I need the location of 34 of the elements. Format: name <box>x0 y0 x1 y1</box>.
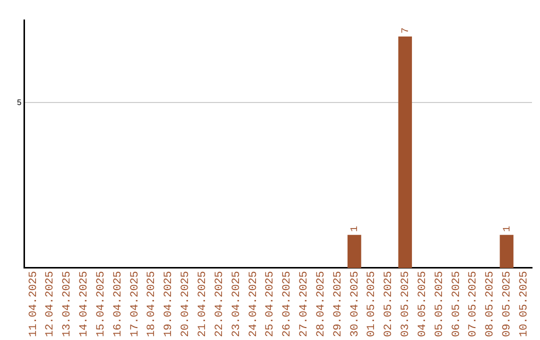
data-label: 1 <box>502 226 514 232</box>
x-tick-label: 18.04.2025 <box>146 270 158 338</box>
x-tick-label: 08.05.2025 <box>484 270 497 338</box>
x-tick-label: 01.05.2025 <box>366 270 378 338</box>
x-tick-label: 09.05.2025 <box>502 270 514 338</box>
x-tick-label: 03.05.2025 <box>400 270 412 338</box>
x-tick-label: 17.04.2025 <box>129 270 142 338</box>
x-tick-label: 19.04.2025 <box>163 270 176 338</box>
x-tick-label: 12.04.2025 <box>44 270 57 338</box>
x-tick-label: 20.04.2025 <box>180 270 192 338</box>
x-tick-label: 16.04.2025 <box>112 270 124 338</box>
x-tick-label: 21.04.2025 <box>197 270 209 338</box>
data-label: 1 <box>350 226 361 232</box>
x-tick-label: 29.04.2025 <box>332 270 344 338</box>
x-tick-label: 23.04.2025 <box>230 270 243 338</box>
x-tick-label: 27.04.2025 <box>298 270 311 338</box>
x-tick-label: 06.05.2025 <box>450 270 463 338</box>
x-tick-label: 26.04.2025 <box>282 270 294 338</box>
x-tick-label: 02.05.2025 <box>383 270 396 338</box>
y-tick-label: 5 <box>16 98 22 107</box>
x-tick-label: 07.05.2025 <box>468 270 480 338</box>
x-tick-label: 22.04.2025 <box>214 270 226 338</box>
x-tick-label: 11.04.2025 <box>28 270 40 338</box>
x-tick-label: 25.04.2025 <box>264 270 277 338</box>
x-tick-label: 05.05.2025 <box>434 270 446 338</box>
x-tick-label: 14.04.2025 <box>78 270 91 338</box>
x-tick-label: 15.04.2025 <box>95 270 108 338</box>
data-label: 7 <box>400 28 412 34</box>
x-tick-label: 24.04.2025 <box>248 270 260 338</box>
x-tick-label: 04.05.2025 <box>416 270 429 338</box>
x-tick-label: 28.04.2025 <box>315 270 328 338</box>
x-tick-label: 13.04.2025 <box>62 270 74 338</box>
x-tick-label: 10.05.2025 <box>518 270 530 338</box>
x-tick-label: 30.04.2025 <box>349 270 362 338</box>
